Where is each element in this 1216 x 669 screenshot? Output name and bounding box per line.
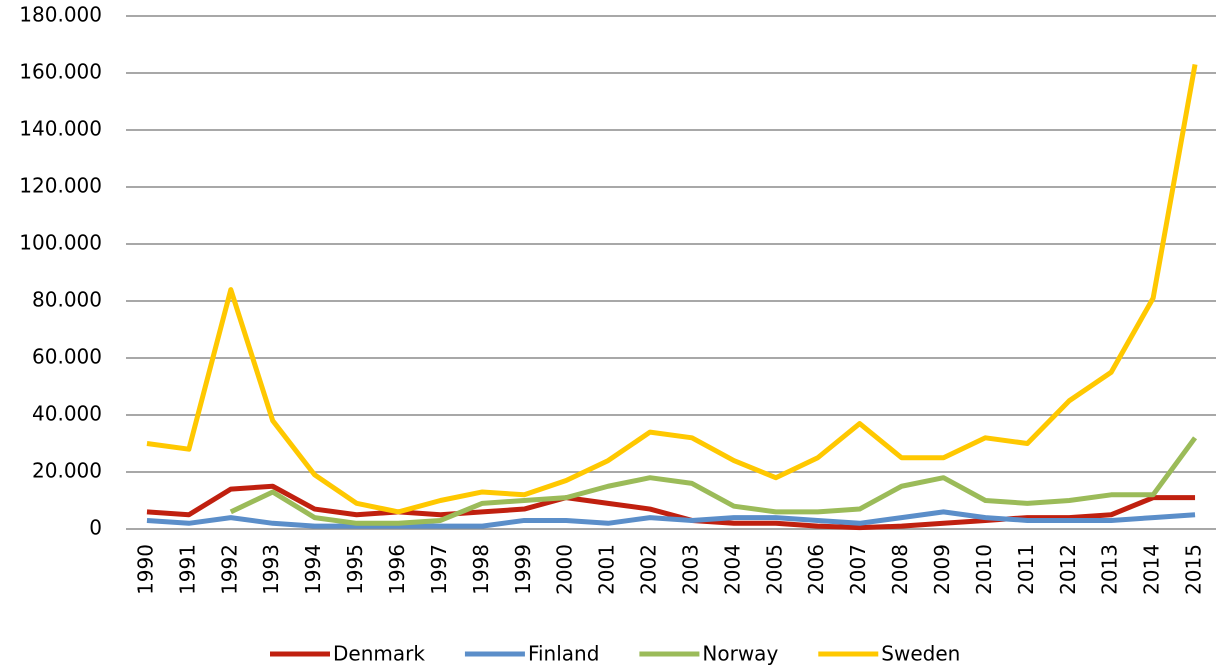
legend-label: Norway [702,642,778,666]
y-tick-label: 20.000 [32,459,102,483]
x-tick-label: 2002 [637,544,661,595]
x-tick-label: 2008 [888,544,912,595]
x-tick-label: 1990 [133,544,157,595]
x-tick-label: 1993 [259,544,283,595]
legend-label: Sweden [881,642,960,666]
x-tick-label: 1997 [427,544,451,595]
x-tick-label: 1998 [469,544,493,595]
x-tick-label: 2000 [553,544,577,595]
x-tick-label: 2015 [1182,544,1206,595]
y-tick-label: 60.000 [32,345,102,369]
x-tick-label: 2004 [720,544,744,595]
y-tick-label: 40.000 [32,402,102,426]
x-tick-label: 2003 [678,544,702,595]
x-tick-label: 1991 [175,544,199,595]
x-tick-label: 2005 [762,544,786,595]
x-tick-label: 2009 [930,544,954,595]
x-tick-label: 2011 [1014,544,1038,595]
series-line [229,436,1198,526]
y-tick-label: 120.000 [19,174,102,198]
x-tick-label: 2014 [1140,544,1164,595]
x-tick-label: 1994 [301,544,325,595]
x-tick-label: 1995 [343,544,367,595]
x-tick-label: 2013 [1098,544,1122,595]
x-tick-label: 2006 [804,544,828,595]
x-tick-label: 1996 [385,544,409,595]
legend: Denmark Finland Norway Sweden [270,642,960,666]
x-tick-label: 1992 [217,544,241,595]
y-tick-label: 160.000 [19,60,102,84]
x-tick-label: 2010 [972,544,996,595]
legend-label: Denmark [333,642,425,666]
series-line [146,509,1196,529]
y-tick-label: 0 [89,516,102,540]
legend-label: Finland [528,642,599,666]
y-tick-label: 100.000 [19,231,102,255]
y-tick-label: 180.000 [19,3,102,27]
x-tick-label: 2007 [846,544,870,595]
x-tick-label: 2012 [1056,544,1080,595]
y-tick-label: 80.000 [32,288,102,312]
x-tick-label: 1999 [511,544,535,595]
series-line [146,64,1198,515]
x-tick-label: 2001 [595,544,619,595]
y-tick-label: 140.000 [19,117,102,141]
